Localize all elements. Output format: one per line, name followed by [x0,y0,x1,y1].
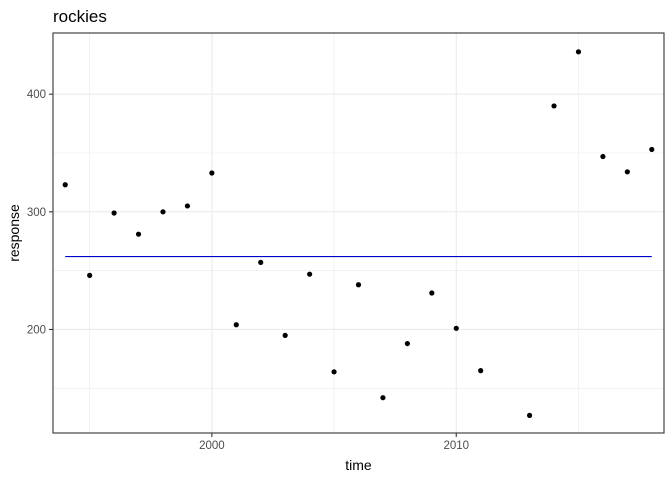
data-point [282,332,288,338]
data-point [478,368,484,374]
major-gridlines [53,33,664,433]
data-point [649,146,655,153]
data-point [453,325,459,331]
data-point [600,153,606,160]
data-point [184,203,191,209]
axis-ticks [49,93,457,437]
data-point [87,272,93,278]
data-point [233,322,239,328]
data-point [380,395,386,401]
data-points [62,49,655,418]
tick-labels: 2000 2010 200 300 400 [27,89,469,452]
data-point [404,340,410,347]
minor-gridlines [53,33,664,433]
y-tick-label: 300 [27,207,46,219]
data-point [429,290,435,296]
data-point [160,209,166,215]
y-tick-label: 400 [27,89,46,101]
x-tick-label: 2000 [199,440,225,452]
chart-title: rockies [53,7,107,26]
panel-border [52,32,665,434]
data-point [526,412,533,418]
data-point [331,369,337,375]
data-point [624,169,630,175]
data-point [209,170,215,176]
x-axis-title: time [345,457,372,473]
data-point [575,49,582,55]
data-point [307,271,313,277]
data-point [355,282,362,288]
x-tick-label: 2010 [443,440,469,452]
y-axis-title: response [6,204,22,262]
y-tick-label: 200 [27,324,46,336]
data-point [135,231,142,237]
data-point [551,103,557,109]
data-point [258,259,264,266]
data-point [62,182,68,188]
data-point [111,210,117,216]
